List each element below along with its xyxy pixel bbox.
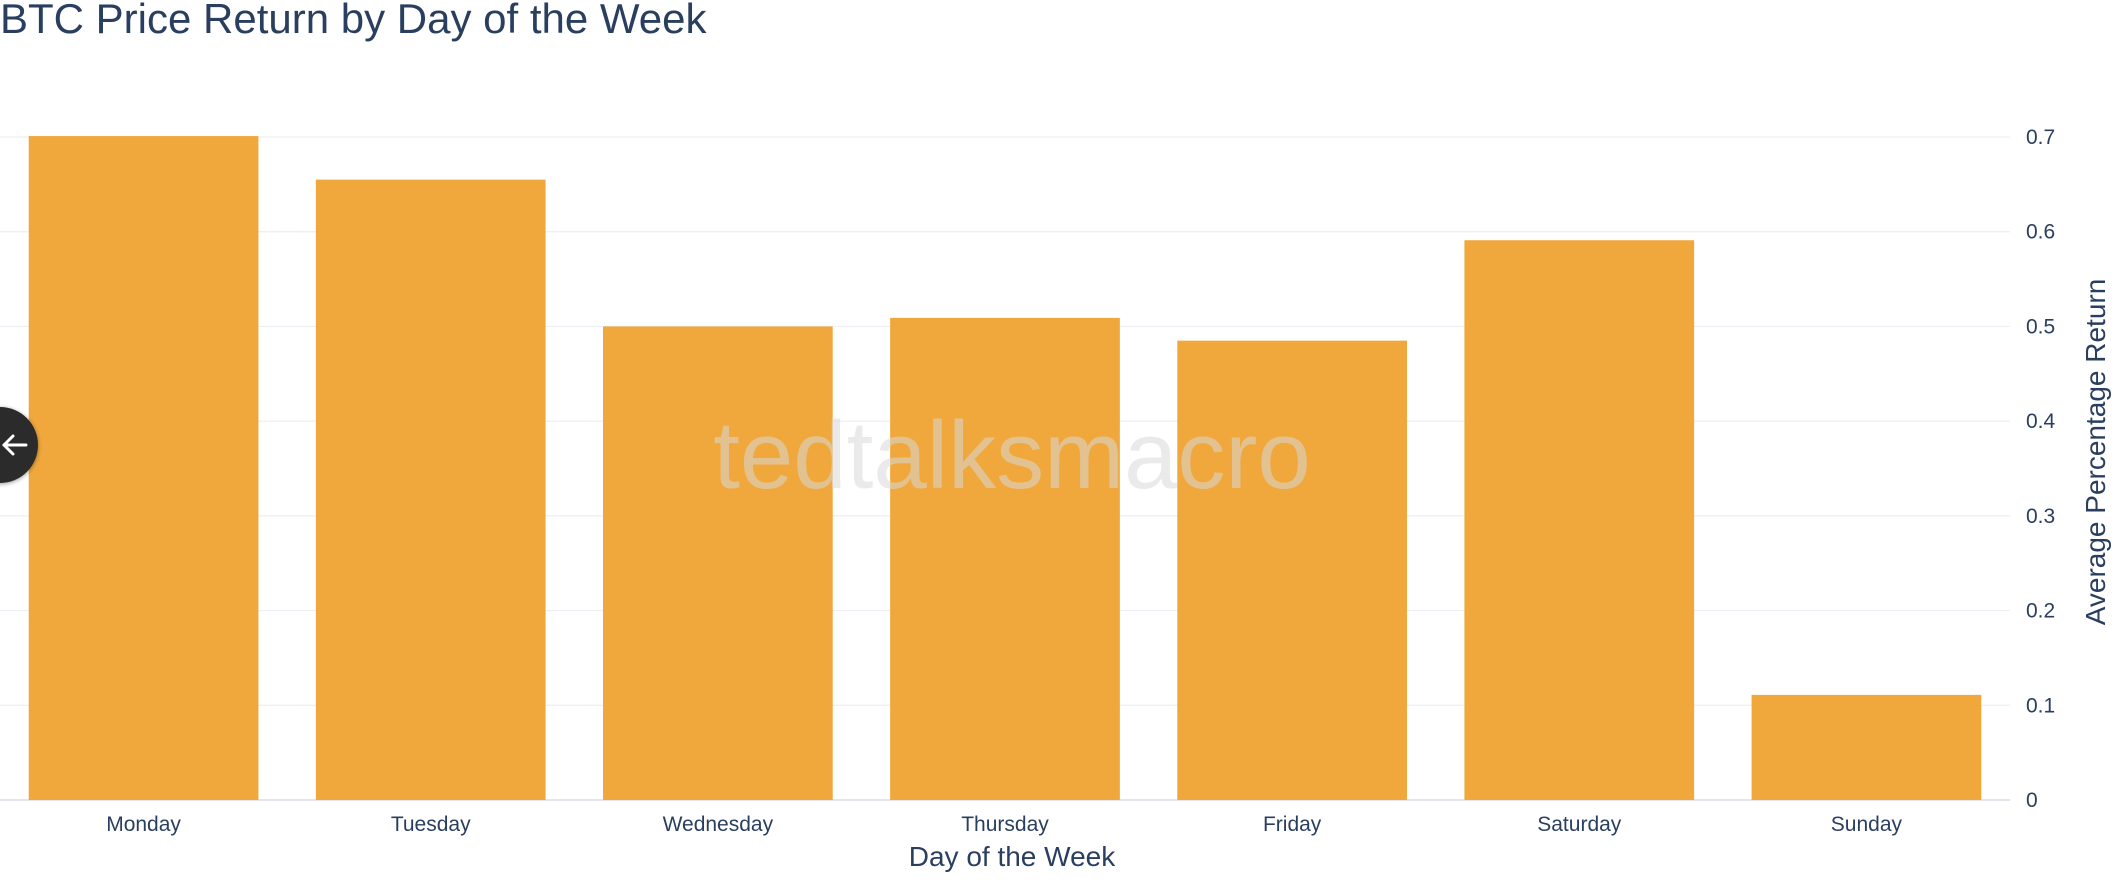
y-tick-label: 0 [2026,789,2038,812]
y-tick-label: 0.5 [2026,315,2055,338]
x-tick-label: Sunday [1831,813,1903,836]
y-tick-label: 0.6 [2026,221,2055,244]
x-tick-label: Thursday [961,813,1049,836]
x-tick-label: Tuesday [391,813,471,836]
arrow-left-icon [2,434,28,456]
bar-wednesday [603,326,833,800]
y-tick-label: 0.4 [2026,410,2056,433]
x-tick-label: Monday [106,813,181,836]
y-tick-label: 0.3 [2026,505,2055,528]
bar-monday [28,136,259,800]
bar-tuesday [315,179,546,800]
x-tick-label: Friday [1263,813,1322,836]
bar-saturday [1464,240,1695,800]
y-axis-ticks: 0 0.1 0.2 0.3 0.4 0.5 0.6 0.7 [2026,126,2056,812]
bar-friday [1177,340,1407,800]
x-axis-ticks: Monday Tuesday Wednesday Thursday Friday Satu… [106,813,1902,836]
bars [28,136,1982,800]
y-axis-title: Average Percentage Return [2080,279,2111,626]
x-axis-title: Day of the Week [909,841,1116,872]
y-tick-label: 0.1 [2026,694,2055,717]
x-tick-label: Saturday [1537,813,1622,836]
watermark-text: tedtalksmacro [713,402,1311,509]
chart-title: BTC Price Return by Day of the Week [0,0,707,42]
bar-sunday [1751,694,1982,800]
y-tick-label: 0.2 [2026,600,2055,623]
bar-thursday [890,317,1120,800]
y-tick-label: 0.7 [2026,126,2055,149]
x-tick-label: Wednesday [663,813,774,836]
